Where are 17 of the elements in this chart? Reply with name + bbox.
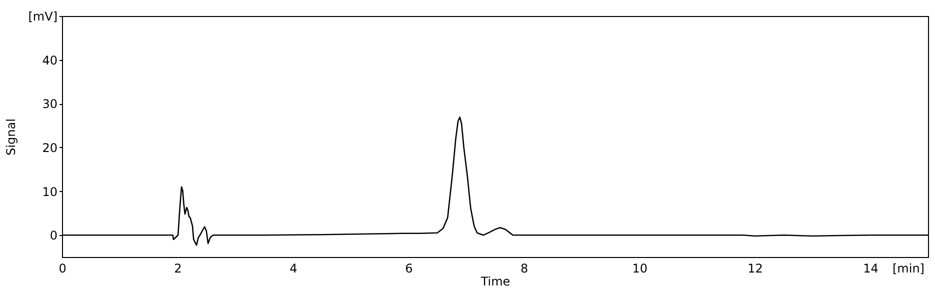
y-tick-label: 40 bbox=[42, 53, 58, 68]
x-axis-title: Time bbox=[480, 274, 510, 288]
x-tick-label: 10 bbox=[632, 262, 648, 276]
x-tick-label: 14 bbox=[863, 262, 878, 276]
x-tick-label: 8 bbox=[520, 262, 528, 276]
y-tick-label: 30 bbox=[42, 97, 58, 112]
x-tick-label: 12 bbox=[748, 262, 763, 276]
y-tick-label: 10 bbox=[42, 184, 58, 199]
x-tick-label: 0 bbox=[58, 262, 66, 276]
y-tick-label: 0 bbox=[50, 228, 58, 243]
x-tick-label: 4 bbox=[290, 262, 298, 276]
y-tick-label: 20 bbox=[42, 140, 58, 155]
x-tick-label: 6 bbox=[405, 262, 413, 276]
x-tick-label: [min] bbox=[892, 262, 924, 276]
y-axis-title: Signal bbox=[4, 118, 18, 156]
x-tick-label: 2 bbox=[174, 262, 182, 276]
y-tick-label: [mV] bbox=[28, 10, 58, 24]
